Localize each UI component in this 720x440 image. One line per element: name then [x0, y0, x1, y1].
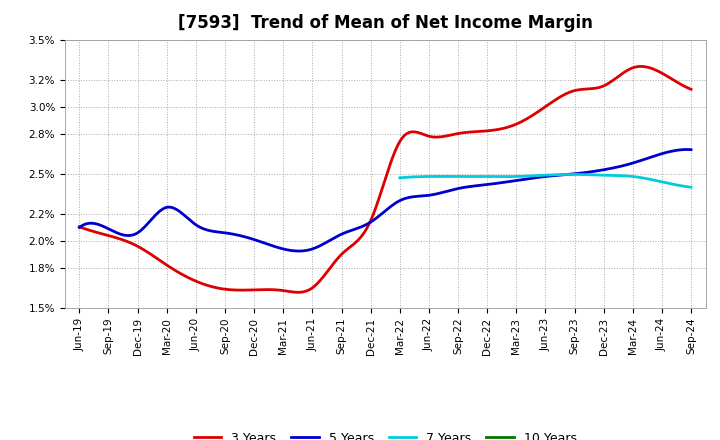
7 Years — [635, 175, 644, 180]
5 Years — [687, 147, 696, 152]
3 Years — [371, 208, 379, 213]
3 Years — [75, 224, 84, 229]
3 Years — [577, 87, 586, 92]
5 Years — [577, 170, 586, 176]
3 Years — [366, 217, 375, 222]
5 Years — [673, 147, 682, 153]
3 Years — [293, 290, 302, 295]
3 Years — [636, 64, 645, 69]
3 Years — [687, 87, 696, 92]
3 Years — [675, 81, 683, 86]
7 Years — [687, 185, 696, 190]
7 Years — [567, 172, 576, 177]
Line: 7 Years: 7 Years — [400, 175, 691, 187]
7 Years — [570, 172, 578, 177]
7 Years — [680, 184, 689, 189]
5 Years — [441, 189, 449, 194]
5 Years — [294, 249, 303, 254]
5 Years — [75, 225, 84, 230]
3 Years — [408, 129, 416, 135]
7 Years — [395, 175, 404, 180]
Line: 3 Years: 3 Years — [79, 66, 691, 292]
7 Years — [534, 173, 542, 178]
5 Years — [408, 194, 416, 200]
Line: 5 Years: 5 Years — [79, 150, 691, 251]
5 Years — [366, 219, 375, 224]
7 Years — [553, 172, 562, 177]
Title: [7593]  Trend of Mean of Net Income Margin: [7593] Trend of Mean of Net Income Margi… — [178, 15, 593, 33]
5 Years — [683, 147, 692, 152]
7 Years — [536, 173, 544, 178]
Legend: 3 Years, 5 Years, 7 Years, 10 Years: 3 Years, 5 Years, 7 Years, 10 Years — [189, 427, 582, 440]
5 Years — [371, 216, 379, 222]
3 Years — [441, 134, 449, 139]
